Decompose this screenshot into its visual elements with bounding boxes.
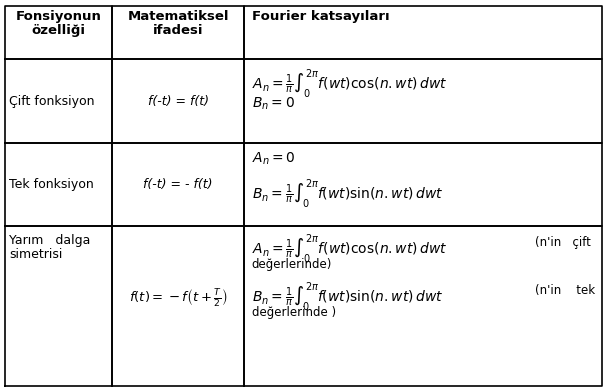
Text: değerlerinde ): değerlerinde ) bbox=[252, 307, 336, 319]
Text: ifadesi: ifadesi bbox=[153, 24, 203, 37]
Text: $f(t) = -f\left(t + \frac{T}{2}\right)$: $f(t) = -f\left(t + \frac{T}{2}\right)$ bbox=[129, 287, 227, 309]
Text: özelliği: özelliği bbox=[32, 24, 86, 37]
Text: Fonsiyonun: Fonsiyonun bbox=[16, 10, 101, 23]
Text: f(-t) = f(t): f(-t) = f(t) bbox=[148, 95, 209, 108]
Text: (n'in   çift: (n'in çift bbox=[535, 237, 591, 249]
Text: $B_n = 0$: $B_n = 0$ bbox=[252, 95, 295, 111]
Text: Tek fonksiyon: Tek fonksiyon bbox=[9, 178, 93, 191]
Text: Çift fonksiyon: Çift fonksiyon bbox=[9, 95, 95, 108]
Text: f(-t) = - f(t): f(-t) = - f(t) bbox=[144, 178, 213, 191]
Text: $A_n = \frac{1}{\pi}\int_0^{2\pi} f(wt)\cos(n.wt)\,dwt$: $A_n = \frac{1}{\pi}\int_0^{2\pi} f(wt)\… bbox=[252, 232, 447, 265]
Text: simetrisi: simetrisi bbox=[9, 248, 62, 262]
Text: $B_n = \frac{1}{\pi}\int_0^{2\pi} f(wt)\sin(n.wt)\,dwt$: $B_n = \frac{1}{\pi}\int_0^{2\pi} f(wt)\… bbox=[252, 280, 443, 314]
Text: $A_n = 0$: $A_n = 0$ bbox=[252, 151, 296, 167]
Text: Yarım   dalga: Yarım dalga bbox=[9, 234, 90, 248]
Text: değerlerinde): değerlerinde) bbox=[252, 258, 332, 271]
Text: Fourier katsayıları: Fourier katsayıları bbox=[252, 10, 389, 23]
Text: Matematiksel: Matematiksel bbox=[128, 10, 229, 23]
Text: $B_n = \frac{1}{\pi}\int_0^{2\pi} f(wt)\sin(n.wt)\,dwt$: $B_n = \frac{1}{\pi}\int_0^{2\pi} f(wt)\… bbox=[252, 177, 443, 210]
Text: $A_n = \frac{1}{\pi}\int_0^{2\pi} f(wt)\cos(n.wt)\,dwt$: $A_n = \frac{1}{\pi}\int_0^{2\pi} f(wt)\… bbox=[252, 67, 447, 100]
Text: (n'in    tek: (n'in tek bbox=[535, 284, 595, 298]
